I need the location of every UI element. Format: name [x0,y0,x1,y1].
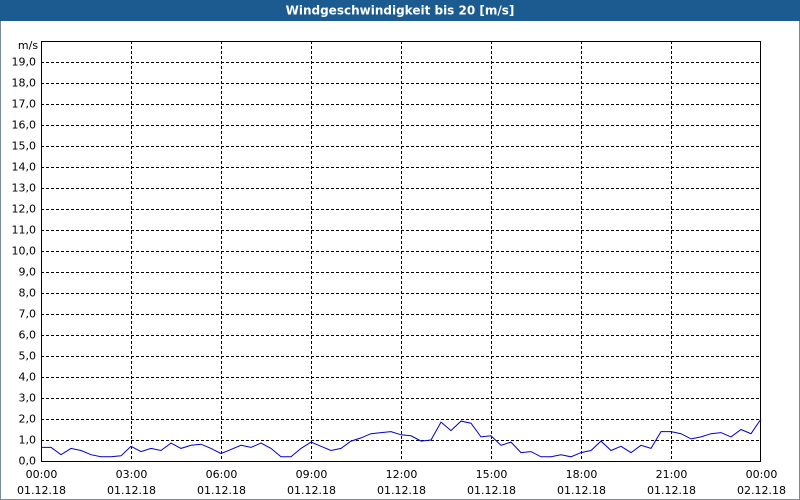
x-tick-date: 01.12.18 [647,484,696,497]
x-tick-label: 09:00 [296,468,328,481]
y-tick-label: 18,0 [12,77,37,90]
y-tick-label: 2,0 [19,413,37,426]
y-tick-label: 14,0 [12,161,37,174]
y-tick-label: 0,0 [19,455,37,468]
x-tick-label: 06:00 [206,468,238,481]
x-tick-label: 18:00 [566,468,598,481]
y-tick-label: 4,0 [19,371,37,384]
x-tick-label: 15:00 [476,468,508,481]
plot-border [41,41,761,462]
x-tick-date: 01.12.18 [377,484,426,497]
x-tick-date: 01.12.18 [467,484,516,497]
y-tick-label: 19,0 [12,56,37,69]
y-tick-label: 3,0 [19,392,37,405]
y-tick-label: 8,0 [19,287,37,300]
y-tick-label: 1,0 [19,434,37,447]
chart-title: Windgeschwindigkeit bis 20 [m/s] [286,4,515,18]
x-tick-label: 03:00 [116,468,148,481]
y-tick-label: 15,0 [12,140,37,153]
x-tick-label: 12:00 [386,468,418,481]
y-tick-label: 12,0 [12,203,37,216]
x-tick-date: 02.12.18 [737,484,786,497]
y-axis-label: m/s [18,39,38,52]
y-tick-label: 11,0 [12,224,37,237]
y-tick-label: 16,0 [12,119,37,132]
x-tick-date: 01.12.18 [197,484,246,497]
x-tick-date: 01.12.18 [287,484,336,497]
y-tick-label: 7,0 [19,308,37,321]
x-tick-date: 01.12.18 [17,484,66,497]
x-tick-date: 01.12.18 [107,484,156,497]
y-tick-label: 17,0 [12,98,37,111]
y-tick-label: 13,0 [12,182,37,195]
title-bar [0,0,800,21]
x-tick-label: 00:00 [26,468,58,481]
y-tick-label: 9,0 [19,266,37,279]
y-tick-label: 10,0 [12,245,37,258]
x-tick-label: 00:00 [746,468,778,481]
data-line [41,418,762,458]
x-tick-date: 01.12.18 [557,484,606,497]
y-tick-label: 5,0 [19,350,37,363]
y-tick-label: 6,0 [19,329,37,342]
x-tick-label: 21:00 [656,468,688,481]
